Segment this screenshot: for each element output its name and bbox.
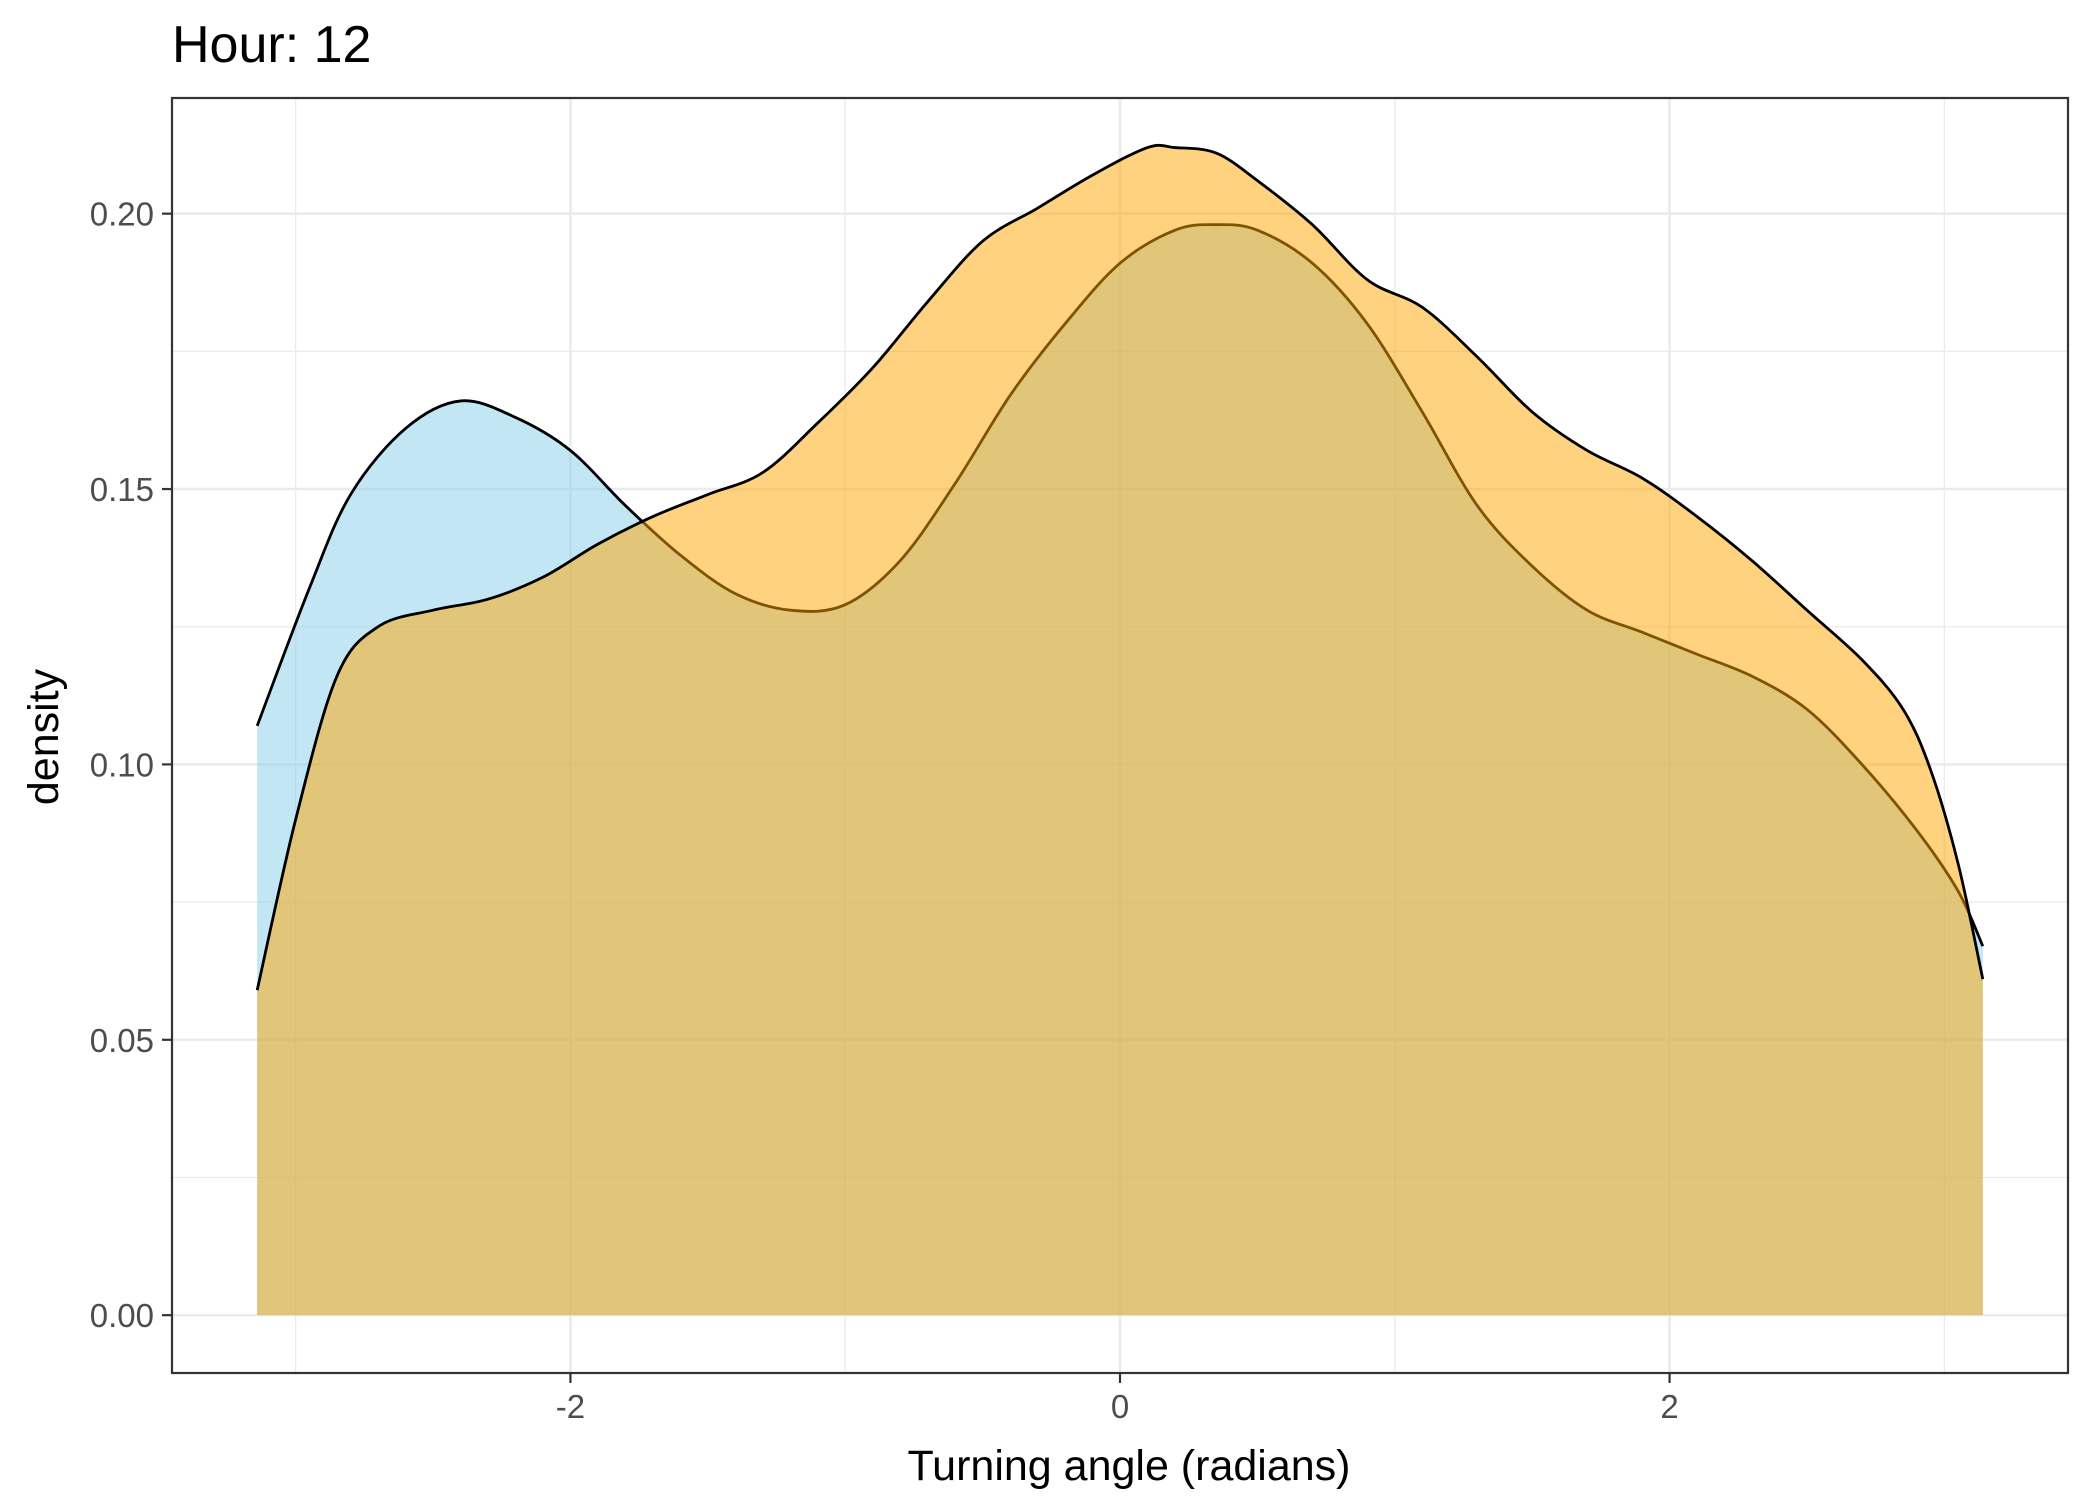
series-layer	[255, 143, 1985, 1316]
density-line-2	[255, 143, 1985, 991]
y-axis: 0.00 0.05 0.10 0.15 0.20	[90, 196, 172, 1334]
y-axis-title: density	[20, 668, 68, 805]
density-series-2	[255, 143, 1985, 1316]
density-area-2	[257, 145, 1983, 1316]
y-tick-label: 0.10	[90, 746, 154, 783]
y-tick-label: 0.00	[90, 1297, 154, 1334]
plot-panel	[170, 96, 2070, 1375]
x-tick-label: 0	[1111, 1388, 1129, 1425]
y-tick-label: 0.05	[90, 1022, 154, 1059]
x-axis-title: Turning angle (radians)	[908, 1442, 1351, 1490]
y-tick-label: 0.15	[90, 471, 154, 508]
x-tick-label: 2	[1660, 1388, 1678, 1425]
x-tick-label: -2	[556, 1388, 585, 1425]
chart-title: Hour: 12	[172, 16, 371, 74]
y-tick-label: 0.20	[90, 196, 154, 233]
x-axis: -2 0 2	[556, 1373, 1679, 1425]
